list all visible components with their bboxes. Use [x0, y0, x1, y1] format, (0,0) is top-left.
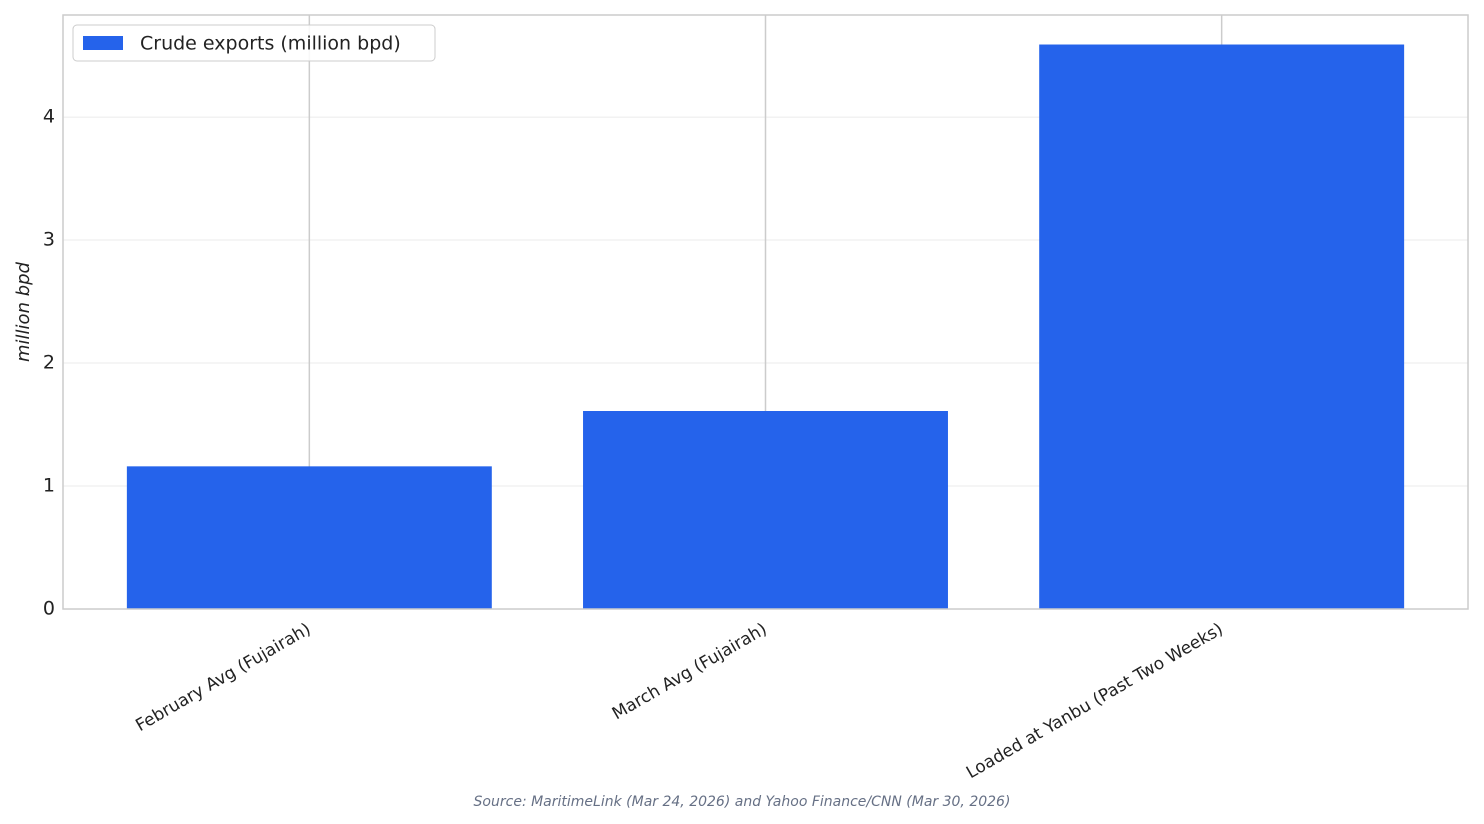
y-axis-label: million bpd — [13, 261, 34, 362]
x-tick-label: February Avg (Fujairah) — [132, 619, 314, 736]
bar — [583, 411, 948, 609]
y-tick-label: 2 — [43, 352, 55, 374]
legend-box — [72, 24, 436, 62]
y-tick-label: 3 — [43, 229, 55, 251]
y-tick-label: 4 — [43, 106, 55, 128]
bar — [1039, 44, 1405, 610]
x-tick-label: Loaded at Yanbu (Past Two Weeks) — [963, 619, 1227, 783]
bar — [126, 466, 492, 609]
plot-frame — [62, 14, 1469, 610]
y-tick-label: 0 — [43, 598, 55, 620]
y-tick-label: 1 — [43, 475, 55, 497]
legend-swatch — [83, 36, 123, 50]
legend: Crude exports (million bpd) — [72, 24, 436, 62]
legend-label: Crude exports (million bpd) — [140, 33, 401, 55]
source-note: Source: MaritimeLink (Mar 24, 2026) and … — [474, 794, 1011, 810]
x-tick-label: March Avg (Fujairah) — [609, 619, 771, 724]
